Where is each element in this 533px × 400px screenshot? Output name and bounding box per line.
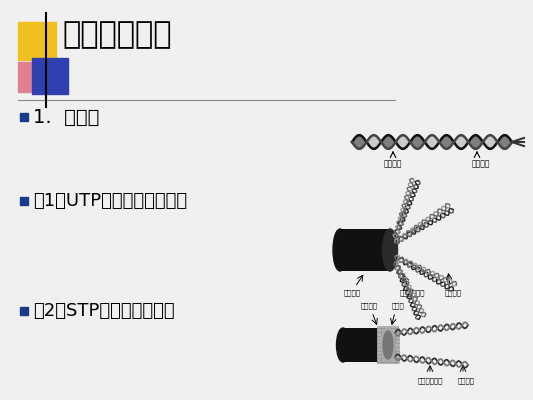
Text: 塑料护套: 塑料护套 [343,289,360,296]
Ellipse shape [383,229,398,271]
Text: 绝缘外皮: 绝缘外皮 [384,159,402,168]
Text: 色码绝缘线对: 色码绝缘线对 [399,289,425,296]
Bar [340,229,390,271]
Bar [32,58,68,94]
Ellipse shape [383,331,393,359]
Ellipse shape [333,229,347,271]
Text: 铜芯导体: 铜芯导体 [457,377,474,384]
Bar [377,326,399,364]
Bar [18,22,56,60]
Bar [20,197,28,205]
Text: 塑料护套: 塑料护套 [360,302,377,309]
Ellipse shape [381,328,395,362]
Bar [20,113,28,121]
Text: 屏蔽层: 屏蔽层 [392,302,405,309]
Bar [343,328,388,362]
Bar [18,62,56,92]
Text: 二、传输介质: 二、传输介质 [62,20,172,50]
Text: 铜芯导体: 铜芯导体 [445,289,462,296]
Text: 铜芯导体: 铜芯导体 [472,159,490,168]
Text: 1.  双绞线: 1. 双绞线 [33,108,99,126]
Text: （2）STP（屏蔽双绞线）: （2）STP（屏蔽双绞线） [33,302,175,320]
Text: （1）UTP（非屏蔽双绞线）: （1）UTP（非屏蔽双绞线） [33,192,187,210]
Ellipse shape [336,328,350,362]
Text: 色码绝缘外皮: 色码绝缘外皮 [417,377,443,384]
Bar [20,307,28,315]
